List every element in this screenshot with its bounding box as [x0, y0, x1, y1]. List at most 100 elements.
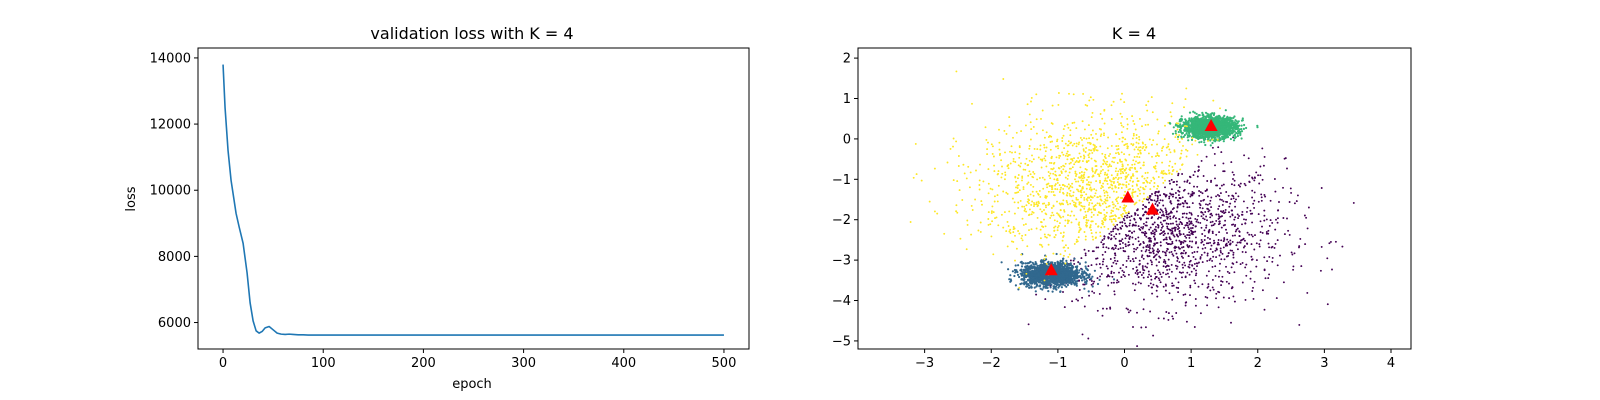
- scatter-point: [1246, 206, 1249, 209]
- loss-chart-xtick-label: 200: [411, 356, 436, 371]
- scatter-point: [1140, 249, 1143, 252]
- scatter-point: [1077, 143, 1080, 146]
- scatter-point: [1121, 92, 1123, 95]
- scatter-point: [1148, 244, 1151, 246]
- scatter-point: [1218, 195, 1221, 197]
- scatter-point: [1219, 133, 1222, 136]
- scatter-point: [1222, 246, 1225, 249]
- scatter-point: [1123, 194, 1126, 197]
- scatter-point: [1062, 128, 1065, 131]
- scatter-point: [1132, 326, 1134, 328]
- scatter-point: [1233, 271, 1236, 274]
- scatter-point: [1078, 229, 1081, 232]
- scatter-point: [1154, 203, 1157, 205]
- scatter-point: [1095, 246, 1098, 249]
- scatter-point: [1026, 262, 1029, 265]
- scatter-point: [1220, 184, 1223, 187]
- scatter-point: [1227, 194, 1230, 197]
- scatter-point: [1186, 222, 1189, 224]
- scatter-point: [1248, 174, 1251, 177]
- scatter-point: [1067, 126, 1070, 129]
- scatter-point: [1141, 265, 1144, 268]
- scatter-point: [1030, 100, 1032, 103]
- loss-chart-xtick-label: 0: [219, 356, 227, 371]
- scatter-point: [1046, 286, 1049, 289]
- scatter-point: [1201, 283, 1204, 286]
- scatter-point: [1166, 268, 1169, 271]
- scatter-point: [1176, 228, 1179, 231]
- scatter-point: [1165, 284, 1167, 287]
- scatter-point: [1218, 231, 1221, 234]
- scatter-point: [1203, 218, 1206, 221]
- scatter-point: [1172, 254, 1175, 257]
- scatter-point: [1168, 197, 1171, 200]
- scatter-point: [1263, 193, 1266, 196]
- scatter-point: [1206, 236, 1209, 239]
- scatter-point: [1168, 275, 1171, 278]
- scatter-point: [1083, 155, 1086, 158]
- scatter-point: [1220, 284, 1223, 287]
- scatter-point: [1205, 203, 1207, 206]
- scatter-point: [1211, 112, 1214, 115]
- scatter-point: [1059, 260, 1062, 263]
- scatter-point: [1122, 246, 1125, 249]
- scatter-point: [1183, 134, 1186, 137]
- scatter-point: [1231, 209, 1234, 212]
- scatter-point: [1087, 337, 1090, 340]
- scatter-point: [1048, 276, 1051, 279]
- scatter-point: [1139, 282, 1142, 285]
- scatter-point: [1223, 133, 1226, 136]
- scatter-point: [1034, 261, 1037, 264]
- scatter-point: [1171, 195, 1174, 198]
- scatter-point: [1052, 285, 1056, 288]
- scatter-point: [1085, 216, 1088, 219]
- scatter-point: [1153, 233, 1156, 236]
- scatter-point: [1236, 121, 1239, 124]
- scatter-point: [1165, 236, 1168, 239]
- scatter-point: [1306, 227, 1309, 230]
- scatter-point: [1228, 272, 1231, 275]
- scatter-point: [1193, 326, 1196, 328]
- scatter-point: [1197, 221, 1200, 224]
- scatter-point: [1182, 233, 1185, 236]
- scatter-point: [1211, 230, 1214, 233]
- scatter-point: [1208, 259, 1211, 262]
- scatter-point: [1237, 120, 1240, 123]
- scatter-point: [1176, 259, 1179, 262]
- scatter-point: [1243, 245, 1246, 248]
- scatter-point: [1233, 134, 1236, 137]
- scatter-point: [1235, 198, 1237, 201]
- scatter-point: [1220, 280, 1223, 283]
- scatter-point: [1098, 127, 1101, 130]
- scatter-point: [1124, 222, 1126, 225]
- scatter-point: [1071, 182, 1074, 185]
- scatter-point: [1216, 184, 1219, 187]
- scatter-point: [1187, 192, 1190, 195]
- scatter-point: [1101, 239, 1104, 242]
- scatter-point: [1030, 264, 1033, 267]
- scatter-point: [1232, 197, 1235, 200]
- scatter-point: [1123, 219, 1126, 222]
- scatter-point: [1186, 136, 1189, 139]
- scatter-point: [1150, 275, 1152, 278]
- scatter-point: [1190, 138, 1194, 141]
- scatter-point: [1177, 287, 1180, 289]
- scatter-point: [1062, 254, 1065, 257]
- scatter-point: [1078, 279, 1080, 282]
- scatter-point: [1208, 229, 1211, 232]
- scatter-point: [1093, 188, 1096, 191]
- scatter-point: [986, 148, 989, 151]
- scatter-point: [1185, 212, 1188, 215]
- scatter-point: [1055, 278, 1059, 281]
- scatter-point: [1255, 171, 1258, 174]
- scatter-point: [1293, 202, 1296, 205]
- scatter-point: [1148, 245, 1151, 248]
- scatter-point: [1150, 179, 1153, 182]
- scatter-point: [1146, 266, 1148, 269]
- scatter-point: [1040, 281, 1043, 284]
- scatter-point: [1102, 243, 1105, 246]
- scatter-point: [1188, 273, 1191, 276]
- scatter-point: [1135, 134, 1138, 136]
- scatter-point: [1133, 250, 1136, 253]
- scatter-point: [1045, 236, 1048, 239]
